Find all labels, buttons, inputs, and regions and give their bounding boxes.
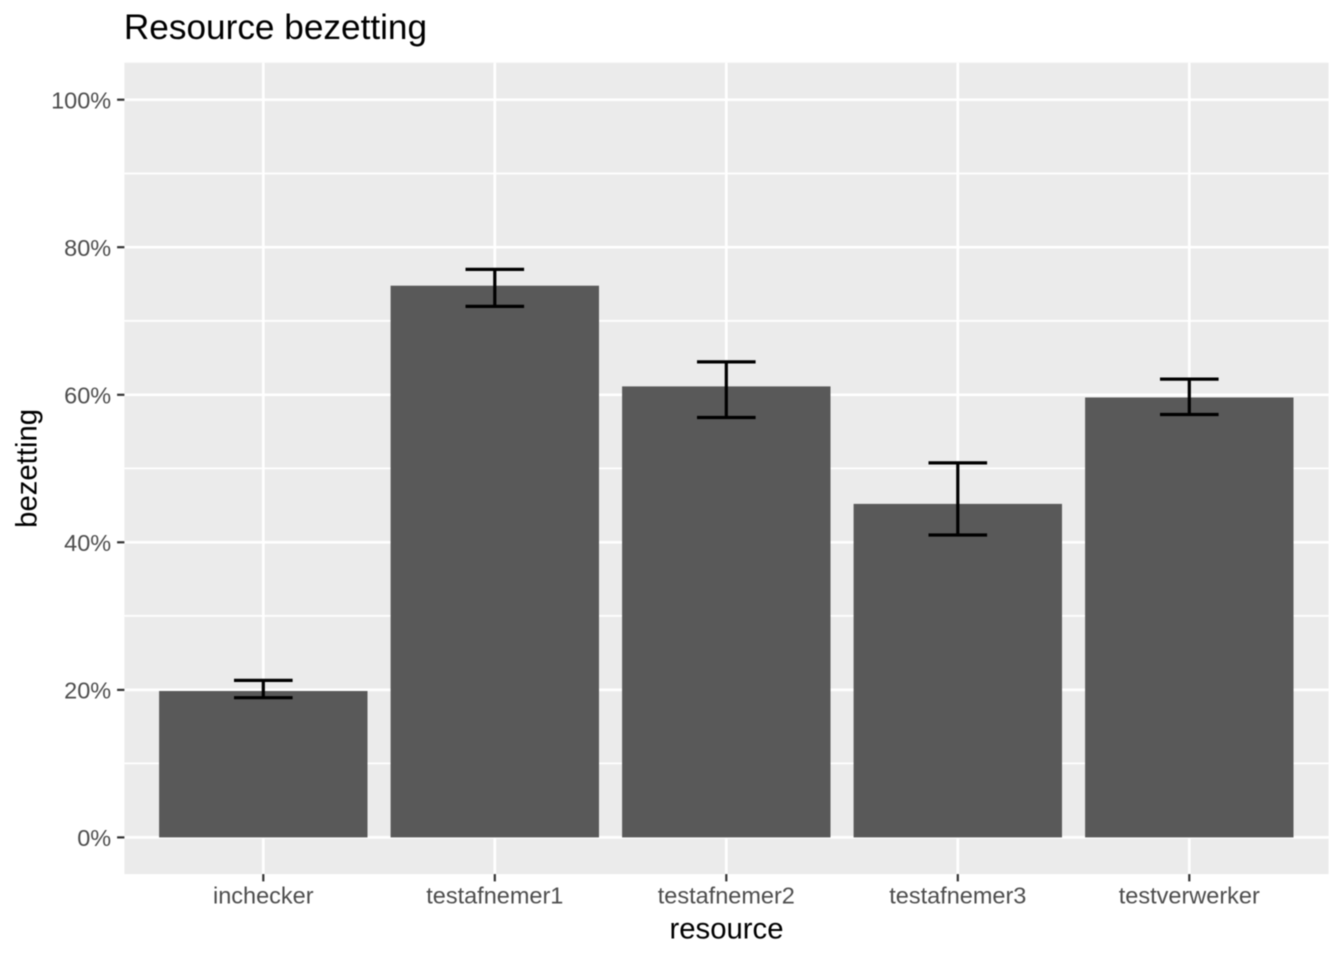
svg-text:40%: 40%	[64, 530, 111, 556]
svg-text:inchecker: inchecker	[213, 883, 314, 909]
svg-text:0%: 0%	[77, 825, 111, 851]
svg-text:60%: 60%	[64, 382, 111, 408]
svg-text:testafnemer2: testafnemer2	[658, 883, 795, 909]
svg-text:testverwerker: testverwerker	[1119, 883, 1260, 909]
svg-text:resource: resource	[670, 913, 784, 946]
svg-text:testafnemer3: testafnemer3	[889, 883, 1026, 909]
svg-text:100%: 100%	[51, 87, 111, 113]
svg-text:testafnemer1: testafnemer1	[426, 883, 563, 909]
svg-text:80%: 80%	[64, 235, 111, 261]
svg-text:Resource bezetting: Resource bezetting	[124, 8, 427, 47]
svg-text:bezetting: bezetting	[10, 409, 43, 528]
svg-text:20%: 20%	[64, 678, 111, 704]
